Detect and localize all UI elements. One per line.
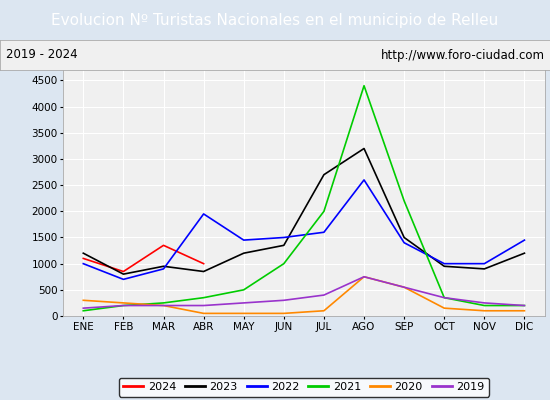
Text: http://www.foro-ciudad.com: http://www.foro-ciudad.com: [381, 48, 544, 62]
Text: 2019 - 2024: 2019 - 2024: [6, 48, 77, 62]
Legend: 2024, 2023, 2022, 2021, 2020, 2019: 2024, 2023, 2022, 2021, 2020, 2019: [119, 378, 489, 396]
Text: Evolucion Nº Turistas Nacionales en el municipio de Relleu: Evolucion Nº Turistas Nacionales en el m…: [51, 14, 499, 28]
